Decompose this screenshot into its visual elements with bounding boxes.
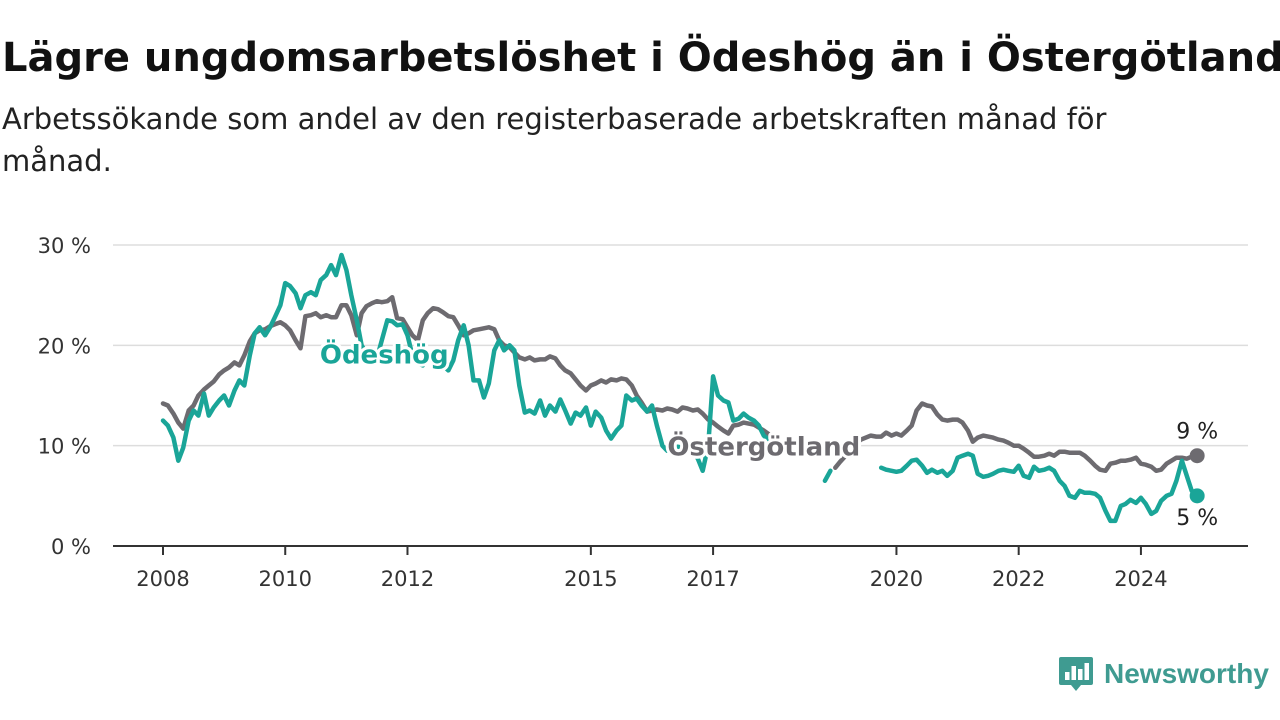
- series-end-label: 5 %: [1176, 506, 1218, 531]
- series-end-point: [1189, 448, 1205, 464]
- y-tick-label: 0 %: [51, 535, 91, 559]
- chart-subtitle: Arbetssökande som andel av den registerb…: [2, 102, 1107, 178]
- newsworthy-brand: Newsworthy: [1058, 654, 1269, 694]
- newsworthy-logo-icon: [1059, 657, 1093, 691]
- x-tick-label: 2017: [686, 567, 739, 591]
- y-tick-label: 30 %: [38, 234, 91, 258]
- series-line: [160, 294, 772, 437]
- series-line: [822, 468, 833, 484]
- x-tick-label: 2008: [136, 567, 189, 591]
- x-tick-label: 2015: [564, 567, 617, 591]
- x-tick-label: 2010: [259, 567, 312, 591]
- brand-name: Newsworthy: [1104, 658, 1269, 689]
- chart-title: Lägre ungdomsarbetslöshet i Ödeshög än i…: [2, 35, 1280, 81]
- x-tick-label: 2012: [381, 567, 434, 591]
- series-line: [833, 401, 1200, 474]
- y-tick-label: 10 %: [38, 435, 91, 459]
- x-tick-label: 2020: [870, 567, 923, 591]
- x-axis: 2008 2010 2012 2015 2017 2020 2022 2024: [113, 545, 1248, 591]
- y-tick-label: 20 %: [38, 334, 91, 358]
- gridlines: 0 % 10 % 20 % 30 %: [38, 234, 1248, 559]
- x-tick-label: 2024: [1114, 567, 1167, 591]
- series-line: [878, 451, 1200, 524]
- series-end-label: 9 %: [1176, 420, 1218, 445]
- series-end-point: [1189, 488, 1205, 504]
- series-line: [160, 252, 772, 474]
- series-name-label: Ödeshög: [320, 337, 449, 370]
- series-name-label: Östergötland: [667, 430, 860, 463]
- x-tick-label: 2022: [992, 567, 1045, 591]
- series-labels: 9 % 5 % Ödeshög Östergötland: [317, 334, 1218, 531]
- series-lines: [160, 252, 1200, 524]
